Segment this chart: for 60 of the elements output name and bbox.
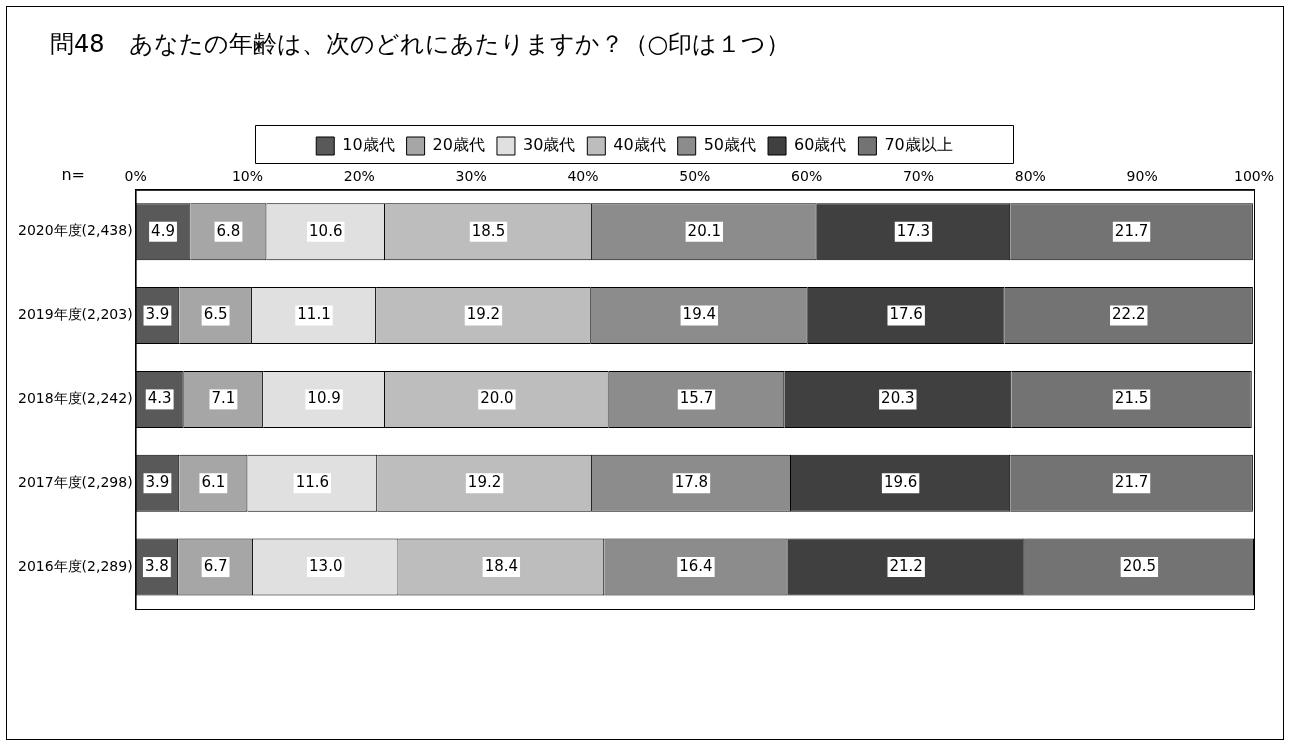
data-label: 20.0 <box>480 389 514 408</box>
legend-label: 10歳代 <box>342 135 395 155</box>
data-label: 10.6 <box>309 221 343 240</box>
y-tick-label: 2020年度(2,438) <box>17 222 133 239</box>
legend-label: 30歳代 <box>522 135 576 155</box>
x-tick-label: 70% <box>902 168 935 185</box>
data-label: 17.3 <box>896 221 931 240</box>
chart-title: 問48 あなたの年齢は、次のどれにあたりますか？（○印は１つ） <box>50 29 791 60</box>
x-tick-label: 100% <box>1233 168 1275 185</box>
data-label: 21.7 <box>1114 221 1149 240</box>
y-tick-label: 2017年度(2,298) <box>17 473 133 490</box>
data-label: 20.1 <box>687 221 722 240</box>
data-label: 19.6 <box>883 473 918 492</box>
legend-label: 60歳代 <box>794 135 847 155</box>
x-tick-label: 50% <box>679 168 711 185</box>
data-label: 21.7 <box>1114 473 1149 492</box>
legend-label: 40歳代 <box>613 135 666 155</box>
x-tick-label: 10% <box>231 168 264 185</box>
data-label: 11.6 <box>295 473 330 492</box>
x-tick-label: 40% <box>567 168 599 185</box>
data-label: 11.1 <box>297 305 331 324</box>
data-label: 6.8 <box>216 221 241 240</box>
data-label: 17.8 <box>674 473 709 492</box>
data-label: 6.7 <box>203 556 228 575</box>
data-label: 3.8 <box>144 556 169 575</box>
data-label: 20.3 <box>881 389 915 408</box>
data-label: 4.3 <box>147 389 172 408</box>
text: n= <box>61 164 85 184</box>
legend-label: 20歳代 <box>432 135 485 155</box>
data-label: 4.9 <box>151 221 175 240</box>
x-tick-label: 30% <box>455 168 487 185</box>
data-label: 6.5 <box>203 305 228 324</box>
data-label: 3.9 <box>145 305 170 324</box>
x-tick-label: 0% <box>124 168 147 185</box>
data-label: 19.2 <box>467 473 502 492</box>
x-tick-label: 90% <box>1126 168 1158 185</box>
y-tick-label: 2018年度(2,242) <box>17 390 133 407</box>
data-label: 6.1 <box>201 473 226 492</box>
x-tick-label: 20% <box>343 168 375 185</box>
data-label: 22.2 <box>1112 305 1146 324</box>
y-tick-label: 2019年度(2,203) <box>17 306 133 323</box>
data-label: 21.2 <box>889 556 923 575</box>
legend-label: 50歳代 <box>703 135 757 155</box>
y-tick-label: 2016年度(2,289) <box>17 557 133 574</box>
data-label: 19.2 <box>466 305 501 324</box>
data-label: 18.5 <box>471 221 506 240</box>
data-label: 16.4 <box>679 556 713 575</box>
x-tick-label: 60% <box>791 168 823 185</box>
data-label: 13.0 <box>309 556 343 575</box>
x-tick-label: 80% <box>1014 168 1046 185</box>
data-label: 3.9 <box>145 473 170 492</box>
data-label: 20.5 <box>1122 556 1157 575</box>
data-label: 7.1 <box>211 389 236 408</box>
data-label: 15.7 <box>679 389 714 408</box>
data-label: 21.5 <box>1114 389 1149 408</box>
data-label: 18.4 <box>484 556 519 575</box>
legend-label: 70歳以上 <box>884 135 953 155</box>
data-label: 19.4 <box>682 305 716 324</box>
data-label: 17.6 <box>889 305 923 324</box>
data-label: 10.9 <box>307 389 341 408</box>
